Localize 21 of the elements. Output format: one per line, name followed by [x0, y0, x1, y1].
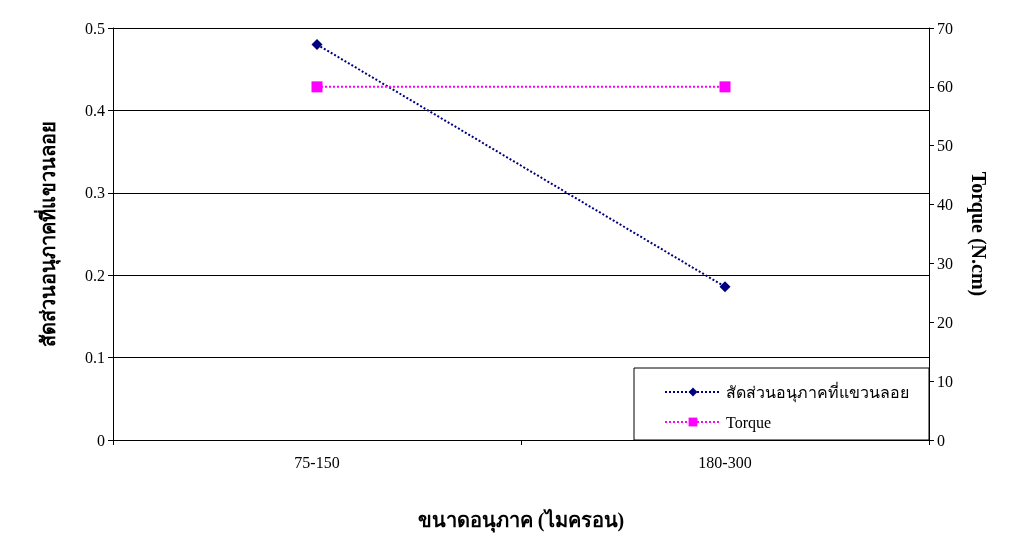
x-tick-label: 180-300 — [698, 453, 752, 471]
y-tick-label: 0.1 — [85, 349, 105, 367]
y2-tick-label: 50 — [937, 137, 953, 155]
y2-tick-label: 70 — [937, 19, 953, 37]
y-tick-label: 0 — [97, 431, 105, 449]
y-tick-label: 0.3 — [85, 184, 105, 202]
y2-tick-label: 10 — [937, 372, 953, 390]
y2-tick-label: 20 — [937, 313, 953, 331]
y-axis-title: สัดส่วนอนุภาคที่แขวนลอย — [33, 121, 61, 347]
y-tick-label: 0.5 — [85, 19, 105, 37]
y2-axis-title: Torque (N.cm) — [967, 171, 990, 297]
y-tick-label: 0.2 — [85, 266, 105, 284]
y2-tick-label: 60 — [937, 78, 953, 96]
x-axis-title: ขนาดอนุภาค (ไมครอน) — [417, 508, 625, 533]
x-tick-label: 75-150 — [294, 453, 340, 471]
y2-tick-label: 30 — [937, 254, 953, 272]
y-tick-label: 0.4 — [85, 101, 105, 119]
y2-tick-label: 40 — [937, 196, 953, 214]
legend-label: Torque — [726, 413, 772, 432]
y2-tick-label: 0 — [937, 431, 945, 449]
legend-label: สัดส่วนอนุภาคที่แขวนลอย — [726, 380, 909, 403]
